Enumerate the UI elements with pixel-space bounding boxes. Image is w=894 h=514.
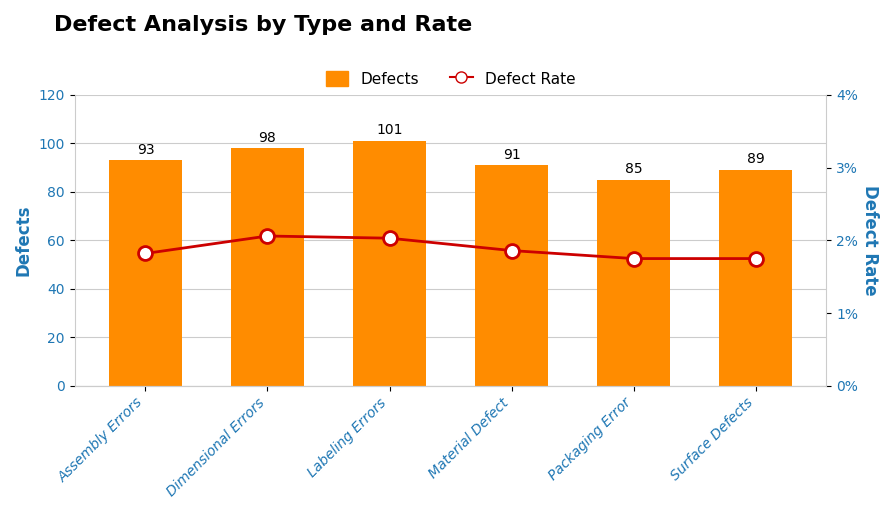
Text: 85: 85 (625, 162, 643, 176)
Bar (353, 141, 426, 386)
Bar (109, 160, 182, 386)
Text: 89: 89 (746, 152, 764, 167)
Bar (597, 180, 670, 386)
Bar (719, 170, 792, 386)
Text: 91: 91 (502, 148, 520, 161)
Y-axis label: Defects: Defects (15, 205, 33, 276)
Text: 1.82%: 1.82% (119, 267, 167, 281)
Bar (475, 165, 548, 386)
Text: 1.86%: 1.86% (485, 264, 533, 278)
Legend: Defects, Defect Rate: Defects, Defect Rate (319, 65, 582, 93)
Text: 93: 93 (137, 143, 155, 157)
Text: 1.75%: 1.75% (607, 272, 655, 286)
Bar (231, 148, 304, 386)
Text: 101: 101 (376, 123, 403, 137)
Text: 2.03%: 2.03% (363, 251, 411, 265)
Text: Defect Analysis by Type and Rate: Defect Analysis by Type and Rate (54, 15, 472, 35)
Text: 98: 98 (258, 131, 276, 144)
Y-axis label: Defect Rate: Defect Rate (861, 185, 879, 296)
Text: 1.75%: 1.75% (729, 272, 777, 286)
Text: 2.06%: 2.06% (240, 249, 289, 263)
